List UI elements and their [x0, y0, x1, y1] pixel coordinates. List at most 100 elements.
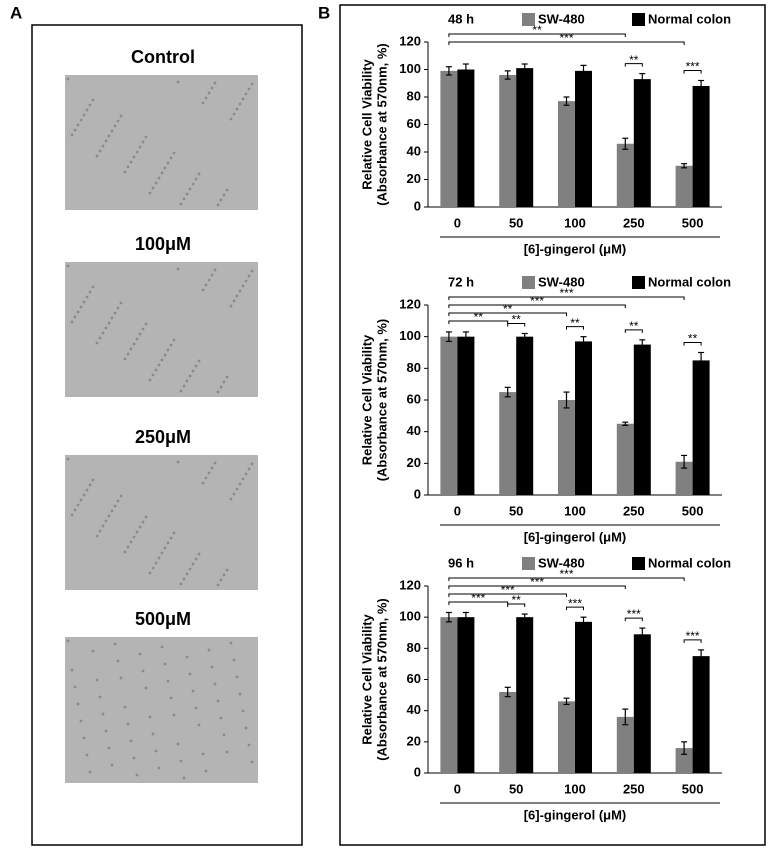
cell	[160, 358, 164, 362]
significance-label: **	[688, 332, 698, 346]
cell	[179, 582, 183, 586]
cell	[194, 177, 198, 181]
cell	[151, 732, 155, 736]
significance-bracket	[683, 342, 702, 346]
x-tick-label: 50	[509, 215, 523, 230]
significance-bracket	[683, 639, 702, 643]
significance-bracket	[566, 326, 584, 330]
cell	[135, 150, 139, 154]
cell	[191, 562, 195, 566]
cell	[82, 113, 86, 117]
cell	[229, 304, 233, 308]
cell	[247, 743, 251, 747]
error-bar	[580, 616, 587, 628]
cell	[138, 652, 142, 656]
error-bar	[504, 386, 511, 398]
cell	[160, 551, 164, 555]
cell	[138, 525, 142, 529]
x-tick-label: 500	[682, 215, 704, 230]
cell	[116, 306, 120, 310]
cell	[66, 264, 70, 268]
bar	[633, 79, 651, 207]
cell	[132, 155, 136, 159]
panel-a-frame	[31, 24, 303, 846]
y-tick-label: 20	[407, 455, 421, 470]
cell	[82, 493, 86, 497]
cell	[73, 685, 77, 689]
cell	[222, 573, 226, 577]
chart-title: 48 h	[448, 11, 474, 26]
cell	[135, 530, 139, 534]
cell	[154, 181, 158, 185]
y-tick-label: 80	[407, 360, 421, 375]
cell	[76, 702, 80, 706]
cell	[169, 156, 173, 160]
error-bar	[445, 611, 452, 623]
significance-bracket	[448, 33, 626, 37]
significance-label: **	[474, 310, 484, 324]
cell	[238, 289, 242, 293]
y-tick-label: 40	[407, 702, 421, 717]
y-tick-label: 120	[399, 296, 421, 311]
x-tick-label: 250	[623, 215, 645, 230]
cell	[104, 519, 108, 523]
bar	[692, 86, 710, 207]
cell	[225, 750, 229, 754]
significance-label: ***	[501, 583, 515, 597]
y-tick-label: 100	[399, 609, 421, 624]
cell	[166, 541, 170, 545]
bar	[499, 691, 517, 773]
cell	[229, 497, 233, 501]
cell	[191, 689, 195, 693]
cell	[201, 288, 205, 292]
cell	[201, 481, 205, 485]
significance-bracket	[448, 577, 685, 581]
cell	[151, 186, 155, 190]
cell	[207, 471, 211, 475]
error-bar	[639, 73, 646, 86]
cell	[179, 202, 183, 206]
x-tick-label: 500	[682, 781, 704, 796]
cell	[85, 108, 89, 112]
cell	[191, 369, 195, 373]
cell	[85, 488, 89, 492]
cell	[148, 191, 152, 195]
cell	[79, 498, 83, 502]
significance-label: **	[512, 313, 522, 327]
significance-label: ***	[559, 286, 573, 300]
cell	[213, 268, 217, 272]
cell	[113, 124, 117, 128]
cell	[141, 327, 145, 331]
cell	[222, 733, 226, 737]
x-axis-label: [6]-gingerol (μM)	[524, 529, 627, 544]
error-bar	[639, 339, 646, 350]
cell	[235, 487, 239, 491]
cell	[98, 695, 102, 699]
cell	[229, 641, 233, 645]
cell	[216, 583, 220, 587]
cell	[216, 203, 220, 207]
cell	[141, 669, 145, 673]
micrograph	[65, 637, 258, 783]
bar	[575, 621, 592, 773]
cell	[88, 103, 92, 107]
cell	[85, 753, 89, 757]
cell	[116, 659, 120, 663]
cell	[98, 336, 102, 340]
x-tick-label: 100	[564, 215, 586, 230]
cell	[73, 315, 77, 319]
bar	[440, 617, 458, 773]
y-axis-label: Relative Cell Viability	[359, 334, 374, 465]
significance-bracket	[624, 63, 643, 67]
cell	[166, 679, 170, 683]
error-bar	[580, 64, 587, 77]
cell	[176, 460, 180, 464]
cell	[213, 461, 217, 465]
bar	[675, 748, 693, 773]
bar	[675, 461, 693, 495]
cell	[144, 686, 148, 690]
cell	[95, 678, 99, 682]
cell	[166, 348, 170, 352]
bar	[440, 336, 458, 495]
